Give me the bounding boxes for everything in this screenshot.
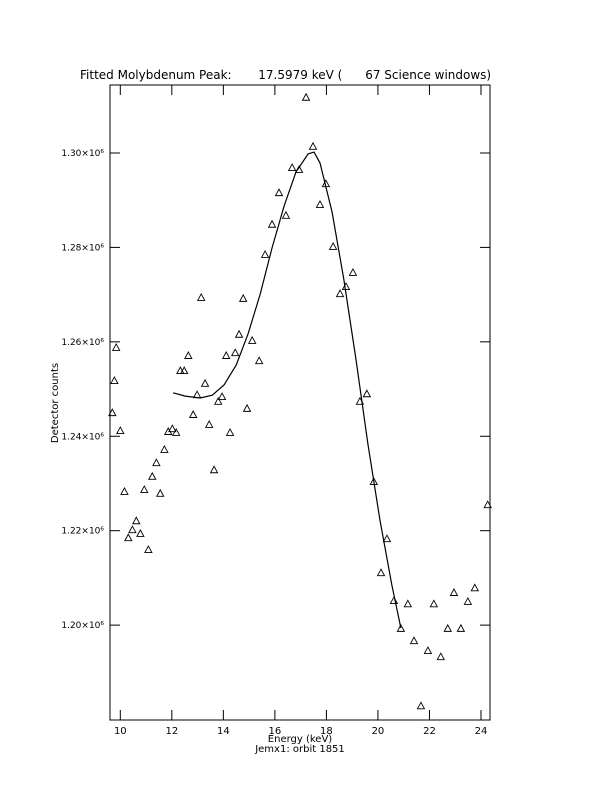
data-point xyxy=(301,92,311,101)
data-point xyxy=(335,289,345,298)
data-point xyxy=(217,392,227,401)
x-tick-label: 16 xyxy=(269,726,282,737)
y-tick-label: 1.22×10⁶ xyxy=(61,527,104,537)
y-tick-label: 1.26×10⁶ xyxy=(61,338,104,348)
subtitle: Jemx1: orbit 1851 xyxy=(254,744,345,755)
data-point xyxy=(242,403,252,412)
data-point xyxy=(382,534,392,543)
fit-line xyxy=(172,151,402,629)
data-point xyxy=(234,329,244,338)
data-point xyxy=(184,351,193,359)
x-tick-label: 22 xyxy=(423,726,436,737)
data-point xyxy=(403,599,413,608)
data-point xyxy=(168,424,177,433)
data-point xyxy=(328,241,338,250)
data-point xyxy=(136,529,145,537)
x-axis-label: Energy (keV) xyxy=(268,734,333,745)
data-point xyxy=(287,163,297,172)
data-point xyxy=(315,199,325,208)
data-point xyxy=(155,488,165,497)
data-point xyxy=(348,267,358,276)
x-tick-label: 24 xyxy=(475,726,488,737)
data-point xyxy=(140,485,149,494)
data-point xyxy=(443,623,453,632)
data-point xyxy=(110,376,119,384)
data-point xyxy=(188,410,198,418)
data-point xyxy=(124,533,133,542)
data-point xyxy=(213,396,223,405)
data-point xyxy=(409,636,419,645)
data-point xyxy=(221,351,231,359)
data-point xyxy=(111,343,121,351)
chart-title: Fitted Molybdenum Peak: 17.5979 keV ( 67… xyxy=(80,68,491,82)
data-point xyxy=(436,652,446,661)
x-tick-label: 10 xyxy=(114,726,127,737)
plot-frame xyxy=(109,84,491,721)
data-point xyxy=(128,525,137,534)
data-point xyxy=(267,219,277,228)
data-point xyxy=(274,188,284,197)
data-point xyxy=(281,210,291,219)
data-point xyxy=(247,335,257,344)
data-point xyxy=(260,250,270,258)
data-point xyxy=(449,588,459,596)
data-point xyxy=(200,378,210,387)
data-point xyxy=(108,408,117,417)
data-point xyxy=(152,458,161,467)
data-point xyxy=(376,568,386,577)
data-point xyxy=(147,471,157,480)
data-point xyxy=(196,292,206,301)
data-point xyxy=(456,623,466,632)
data-point xyxy=(429,599,439,608)
data-point xyxy=(179,366,189,375)
y-axis-label: Detector counts xyxy=(50,363,61,443)
data-point xyxy=(225,428,235,436)
data-point xyxy=(463,597,473,605)
x-tick-label: 12 xyxy=(165,726,178,737)
data-point xyxy=(171,428,181,436)
x-tick-label: 14 xyxy=(217,726,230,737)
data-point xyxy=(120,487,129,495)
data-point xyxy=(132,516,141,525)
data-point xyxy=(160,444,169,453)
x-tick-label: 18 xyxy=(320,726,333,737)
data-point xyxy=(396,623,406,632)
data-point xyxy=(483,500,492,509)
data-point xyxy=(416,701,426,710)
x-tick-label: 20 xyxy=(372,726,385,737)
y-tick-label: 1.28×10⁶ xyxy=(61,243,104,253)
data-point xyxy=(423,646,433,655)
data-point xyxy=(470,583,480,592)
data-point xyxy=(254,356,264,365)
data-point xyxy=(144,545,153,553)
data-point xyxy=(209,465,219,474)
y-tick-label: 1.20×10⁶ xyxy=(61,621,104,631)
data-point xyxy=(308,141,318,150)
y-tick-label: 1.24×10⁶ xyxy=(61,432,104,442)
data-point xyxy=(238,293,248,302)
data-point xyxy=(362,389,372,398)
data-point xyxy=(204,419,214,428)
data-point xyxy=(230,348,240,357)
data-point xyxy=(116,426,125,435)
y-tick-label: 1.30×10⁶ xyxy=(61,149,104,159)
